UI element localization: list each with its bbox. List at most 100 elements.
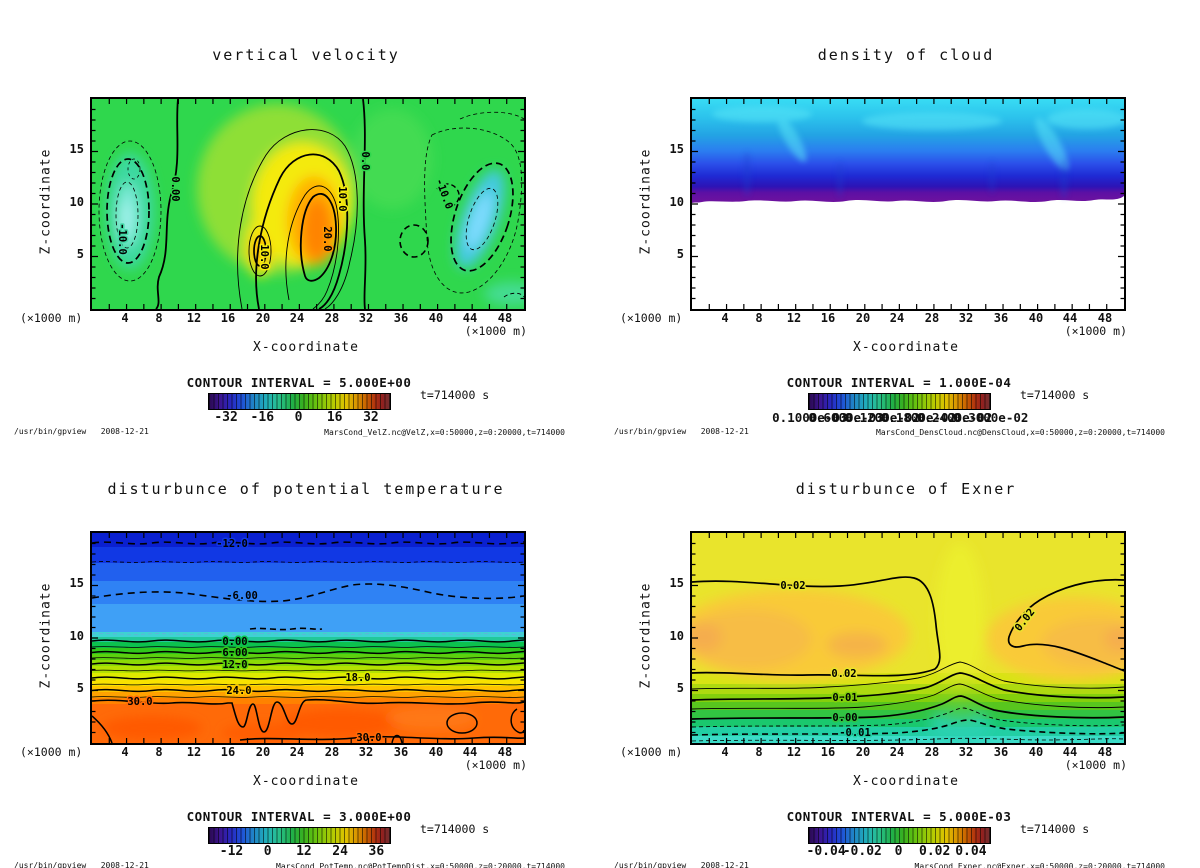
x-tick-label: 20 — [855, 311, 871, 325]
panel-potential-temperature: disturbunce of potential temperature Z-c… — [0, 434, 600, 868]
x-tick-label: 4 — [121, 311, 129, 325]
x-tick-label: 44 — [462, 311, 478, 325]
x-tick-label: 28 — [924, 311, 940, 325]
y-tick-label: 15 — [669, 576, 684, 590]
panel-vertical-velocity: vertical velocity Z-coordinate 15 10 5 — [0, 0, 600, 437]
x-axis-label: X-coordinate — [253, 774, 359, 789]
panel-density-of-cloud: density of cloud Z-coordinate 15 10 5 — [600, 0, 1200, 437]
contour-label: 0.0 — [359, 152, 371, 171]
x-tick-label: 48 — [497, 311, 513, 325]
colorbar-tick-label: 0 — [894, 844, 903, 859]
time-label: t=714000 s — [1020, 822, 1090, 836]
contour-label: 24.0 — [226, 685, 251, 697]
y-axis-label: Z-coordinate — [38, 582, 54, 689]
x-tick-label: 40 — [428, 311, 444, 325]
time-label: t=714000 s — [1020, 388, 1090, 402]
contour-label: 30.0 — [127, 696, 152, 708]
colorbar-tick-label: 0.1200e-02 — [844, 410, 920, 425]
x-axis-unit-left: (×1000 m) — [20, 745, 83, 759]
contour-label: -10.0 — [116, 223, 128, 255]
x-tick-label: 12 — [786, 745, 802, 759]
x-axis-label: X-coordinate — [853, 340, 959, 355]
y-tick-label: 5 — [76, 681, 84, 695]
plot-area — [690, 97, 1126, 311]
colorbar — [808, 393, 991, 410]
y-tick-label: 10 — [69, 195, 84, 209]
x-axis-unit-right: (×1000 m) — [1064, 758, 1127, 772]
x-tick-label: 40 — [1028, 311, 1044, 325]
x-axis-unit-right: (×1000 m) — [1064, 324, 1127, 338]
contour-label: 12.0 — [222, 659, 247, 671]
filled-contour-shading — [692, 543, 1124, 743]
contour-interval-label: CONTOUR INTERVAL = 5.000E+00 — [186, 375, 412, 390]
contour-label: 6.00 — [222, 647, 247, 659]
x-axis-unit-left: (×1000 m) — [620, 311, 683, 325]
axis-tick-marks — [92, 99, 524, 309]
axis-tick-marks — [692, 99, 1124, 309]
contour-label: -12.0 — [216, 538, 248, 550]
x-tick-label: 20 — [255, 745, 271, 759]
colorbar-tick-label: 36 — [368, 844, 385, 859]
contour-plot-density-of-cloud — [692, 99, 1124, 309]
plot-title: disturbunce of potential temperature — [107, 480, 505, 498]
colorbar-tick-label: -0.02 — [842, 844, 882, 859]
colorbar-tick-label: -12 — [219, 844, 244, 859]
contour-plot-potential-temperature: -12.0 -6.00 0.00 6.00 12.0 18.0 24.0 30.… — [92, 533, 524, 743]
x-tick-label: 4 — [721, 311, 729, 325]
x-axis-unit-right: (×1000 m) — [464, 758, 527, 772]
y-tick-label: 10 — [669, 629, 684, 643]
x-axis-tick-labels: 4 8 12 16 20 24 28 32 36 40 44 48 — [0, 745, 600, 761]
x-tick-label: 28 — [924, 745, 940, 759]
contour-label: 0.01 — [832, 692, 857, 704]
x-tick-label: 28 — [324, 311, 340, 325]
x-tick-label: 40 — [428, 745, 444, 759]
x-tick-label: 16 — [820, 311, 836, 325]
x-tick-label: 8 — [755, 311, 763, 325]
x-tick-label: 44 — [1062, 311, 1078, 325]
contour-label: 18.0 — [345, 672, 370, 684]
contour-plot-vertical-velocity: 0.00 10.0 20.0 -10.0 10.0 0.0 -10.0 — [92, 99, 524, 309]
footer-command: /usr/bin/gpview 2008-12-21 — [14, 861, 149, 868]
x-axis-unit-left: (×1000 m) — [20, 311, 83, 325]
footer-source: MarsCond_PotTemp.nc@PotTempDist,x=0:5000… — [276, 862, 565, 868]
x-tick-label: 24 — [889, 745, 905, 759]
colorbar-tick-label: 0.1800e-02 — [880, 410, 957, 425]
contour-label: -0.01 — [839, 727, 871, 739]
colorbar-tick-label: 16 — [326, 410, 343, 425]
contour-label: 10.0 — [336, 186, 348, 211]
colorbar-tick-label: 12 — [296, 844, 312, 859]
contour-label: -6.00 — [226, 590, 258, 602]
contour-label: 0.02 — [831, 668, 856, 680]
colorbar-tick-label: 0 — [263, 844, 272, 859]
y-axis-label: Z-coordinate — [38, 148, 54, 255]
colorbar-tick-labels: -0.04 -0.02 0 0.02 0.04 — [807, 844, 989, 860]
x-tick-label: 32 — [358, 311, 374, 325]
footer-command: /usr/bin/gpview 2008-12-21 — [614, 861, 749, 868]
x-tick-label: 48 — [1097, 745, 1113, 759]
plot-title: disturbunce of Exner — [795, 480, 1017, 498]
x-axis-unit-left: (×1000 m) — [620, 745, 683, 759]
x-tick-label: 8 — [155, 311, 163, 325]
filled-bands — [692, 673, 1124, 743]
contour-label: 0.00 — [222, 636, 247, 648]
x-tick-label: 4 — [721, 745, 729, 759]
x-tick-label: 40 — [1028, 745, 1044, 759]
x-tick-label: 8 — [155, 745, 163, 759]
colorbar-tick-label: -32 — [214, 410, 238, 425]
colorbar-tick-label: -0.04 — [806, 844, 846, 859]
x-tick-label: 16 — [220, 311, 236, 325]
plot-area: -12.0 -6.00 0.00 6.00 12.0 18.0 24.0 30.… — [90, 531, 526, 745]
colorbar-tick-label: 0.02 — [919, 844, 951, 859]
contour-label: 0.00 — [169, 176, 181, 201]
y-tick-label: 5 — [676, 247, 684, 261]
colorbar-tick-label: 0.1000e-03 — [772, 410, 848, 425]
y-axis-tick-labels: 15 10 5 — [56, 434, 84, 868]
footer-command: /usr/bin/gpview 2008-12-21 — [14, 427, 149, 436]
contour-interval-label: CONTOUR INTERVAL = 5.000E-03 — [786, 809, 1012, 824]
x-tick-label: 32 — [958, 745, 974, 759]
plot-area: 0.00 10.0 20.0 -10.0 10.0 0.0 -10.0 — [90, 97, 526, 311]
axis-tick-marks — [92, 533, 524, 743]
colorbar-tick-labels: -32 -16 0 16 32 — [208, 410, 389, 426]
near-surface-shading — [102, 706, 477, 743]
